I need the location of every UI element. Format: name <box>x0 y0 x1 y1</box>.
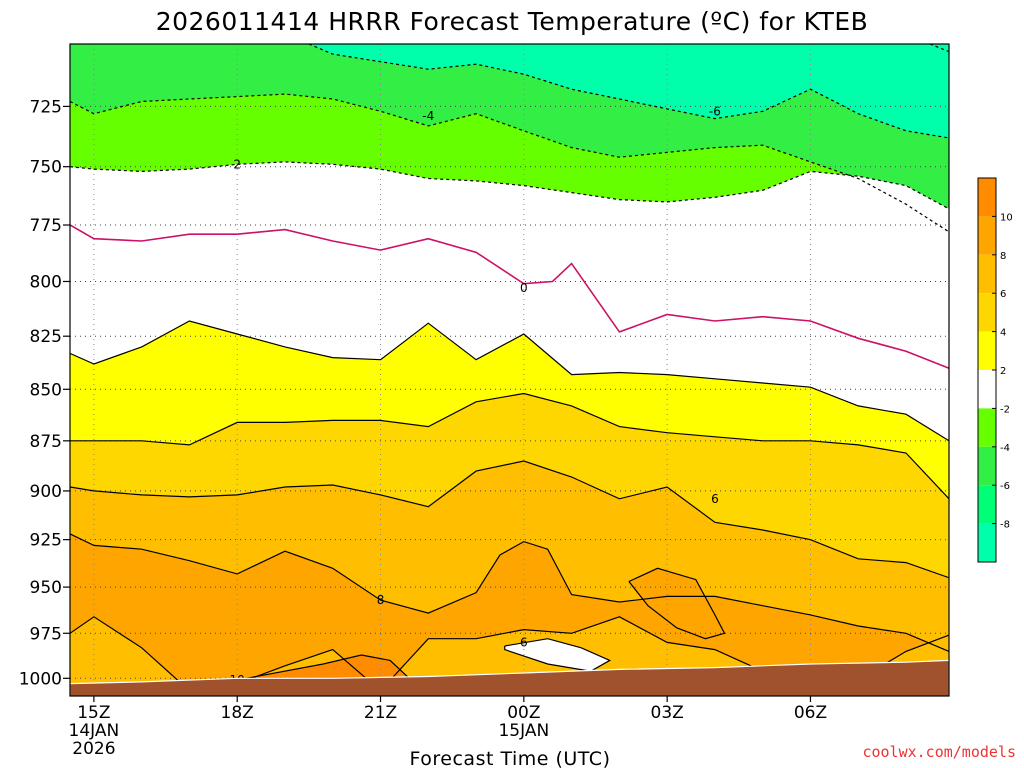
colorbar-bin-9 <box>978 523 996 562</box>
colorbar-label-4: 4 <box>1000 328 1006 339</box>
fill-band-2 <box>504 638 610 672</box>
x-tick-label-03Z: 03Z <box>651 703 684 723</box>
x-tick-label-18Z: 18Z <box>221 703 254 723</box>
y-tick-label-725: 725 <box>30 97 62 117</box>
contour-label-8: 8 <box>377 593 385 607</box>
y-tick-label-825: 825 <box>30 327 62 347</box>
contour-7 <box>70 392 949 500</box>
contour-2 <box>70 93 949 233</box>
y-tick-label-1000: 1000 <box>19 669 62 689</box>
x-tick-label-15Z: 15Z <box>77 703 110 723</box>
colorbar-label--8: -8 <box>1000 520 1010 531</box>
colorbar-label-10: 10 <box>1000 212 1013 223</box>
colorbar-bin-1 <box>978 216 996 255</box>
band-8-to-10-island <box>628 568 725 639</box>
contour-11 <box>628 567 726 640</box>
colorbar-legend: 10 8 6 4 2 -2 -4 -6 -8 <box>977 177 1013 563</box>
y-tick-label-875: 875 <box>30 432 62 452</box>
colorbar-bin-0 <box>978 178 996 217</box>
ground-terrain <box>70 659 949 696</box>
colorbar-label--4: -4 <box>1000 443 1010 454</box>
y-tick-label-850: 850 <box>30 380 62 400</box>
colorbar-label--2: -2 <box>1000 404 1010 415</box>
colorbar-label--6: -6 <box>1000 481 1010 492</box>
colorbar-bin-2 <box>978 254 996 294</box>
contour-5 <box>70 224 949 369</box>
x-tick-date-00Z: 15JAN <box>498 721 549 741</box>
contour-label--4: -4 <box>422 109 434 123</box>
x-tick-year-15Z: 2026 <box>72 739 115 759</box>
colorbar-bin-3 <box>978 293 996 332</box>
x-tick-label-21Z: 21Z <box>364 703 397 723</box>
plot-frame <box>69 43 950 697</box>
chart-title: 2026011414 HRRR Forecast Temperature (ºC… <box>156 7 869 36</box>
contour-9 <box>70 533 949 652</box>
colorbar-label-6: 6 <box>1000 289 1006 300</box>
contour-label-2: 2 <box>233 157 241 171</box>
contour-3 <box>308 44 949 139</box>
y-tick-label-750: 750 <box>30 158 62 178</box>
contour-12 <box>504 638 612 672</box>
x-axis-label: Forecast Time (UTC) <box>410 748 611 768</box>
x-tick-label-06Z: 06Z <box>794 703 827 723</box>
y-tick-label-775: 775 <box>30 216 62 236</box>
colorbar-bin-8 <box>978 485 996 524</box>
colorbar-label-2: 2 <box>1000 366 1006 377</box>
fill-band-1 <box>308 44 949 138</box>
credit-link[interactable]: coolwx.com/models <box>862 743 1016 761</box>
y-axis: 725 750 775 800 825 850 875 900 925 950 975 1000 <box>19 97 70 689</box>
contour-8 <box>70 460 949 579</box>
x-tick-label-00Z: 00Z <box>507 703 540 723</box>
contour-label-6: 6 <box>520 635 528 649</box>
y-tick-label-950: 950 <box>30 578 62 598</box>
colorbar-label-8: 8 <box>1000 251 1006 262</box>
contour-label--6: -6 <box>709 104 721 118</box>
contour-label-6: 6 <box>711 492 719 506</box>
y-tick-label-975: 975 <box>30 624 62 644</box>
contour-1 <box>70 161 949 210</box>
colorbar-bin-5 <box>978 370 996 409</box>
colorbar-bin-7 <box>978 446 996 486</box>
contour-6 <box>70 320 949 442</box>
y-tick-label-900: 900 <box>30 482 62 502</box>
colorbar-bin-6 <box>978 408 996 447</box>
x-tick-date-15Z: 14JAN <box>69 721 120 741</box>
y-tick-label-925: 925 <box>30 531 62 551</box>
y-tick-label-800: 800 <box>30 272 62 292</box>
contour-label-0: 0 <box>520 281 528 295</box>
plot-area: 2-4-6068610 <box>70 44 949 696</box>
colorbar-bin-4 <box>978 331 996 370</box>
